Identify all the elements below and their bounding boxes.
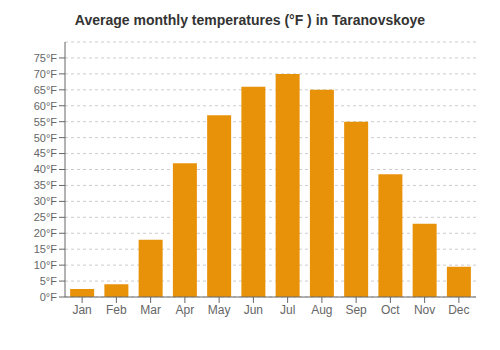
svg-text:Apr: Apr <box>176 303 195 317</box>
svg-text:55°F: 55°F <box>34 116 58 128</box>
svg-text:10°F: 10°F <box>34 259 58 271</box>
svg-text:Sep: Sep <box>345 303 367 317</box>
svg-text:May: May <box>208 303 231 317</box>
svg-text:40°F: 40°F <box>34 163 58 175</box>
svg-text:Nov: Nov <box>414 303 435 317</box>
svg-text:Mar: Mar <box>140 303 161 317</box>
svg-text:15°F: 15°F <box>34 243 58 255</box>
svg-text:Jul: Jul <box>280 303 295 317</box>
svg-text:Dec: Dec <box>448 303 469 317</box>
svg-text:30°F: 30°F <box>34 195 58 207</box>
svg-text:Oct: Oct <box>381 303 400 317</box>
svg-text:35°F: 35°F <box>34 179 58 191</box>
svg-text:Aug: Aug <box>311 303 332 317</box>
svg-text:65°F: 65°F <box>34 84 58 96</box>
svg-text:70°F: 70°F <box>34 68 58 80</box>
svg-text:60°F: 60°F <box>34 100 58 112</box>
svg-text:45°F: 45°F <box>34 147 58 159</box>
svg-text:75°F: 75°F <box>34 52 58 64</box>
svg-text:50°F: 50°F <box>34 132 58 144</box>
svg-text:Jan: Jan <box>72 303 91 317</box>
svg-text:Feb: Feb <box>106 303 127 317</box>
svg-text:0°F: 0°F <box>40 291 58 303</box>
svg-text:25°F: 25°F <box>34 211 58 223</box>
svg-text:Jun: Jun <box>244 303 263 317</box>
html-text:Average monthly temperatures (: Average monthly temperatures (°F ) in Ta… <box>74 12 426 28</box>
svg-text:5°F: 5°F <box>40 275 58 287</box>
svg-text:20°F: 20°F <box>34 227 58 239</box>
